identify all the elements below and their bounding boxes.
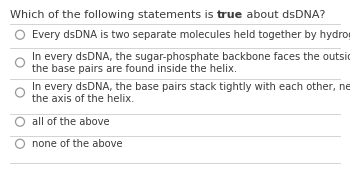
Text: In every dsDNA, the base pairs stack tightly with each other, nearly perpendicul: In every dsDNA, the base pairs stack tig… xyxy=(32,82,350,92)
Text: all of the above: all of the above xyxy=(32,117,110,127)
Text: the axis of the helix.: the axis of the helix. xyxy=(32,93,134,103)
Text: In every dsDNA, the sugar-phosphate backbone faces the outside of the helix, and: In every dsDNA, the sugar-phosphate back… xyxy=(32,52,350,62)
Text: Which of the following statements is: Which of the following statements is xyxy=(10,10,217,20)
Text: Every dsDNA is two separate molecules held together by hydrogen bonds.: Every dsDNA is two separate molecules he… xyxy=(32,30,350,40)
Text: about dsDNA?: about dsDNA? xyxy=(243,10,326,20)
Text: the base pairs are found inside the helix.: the base pairs are found inside the heli… xyxy=(32,64,237,74)
Text: true: true xyxy=(217,10,243,20)
Text: none of the above: none of the above xyxy=(32,139,122,149)
